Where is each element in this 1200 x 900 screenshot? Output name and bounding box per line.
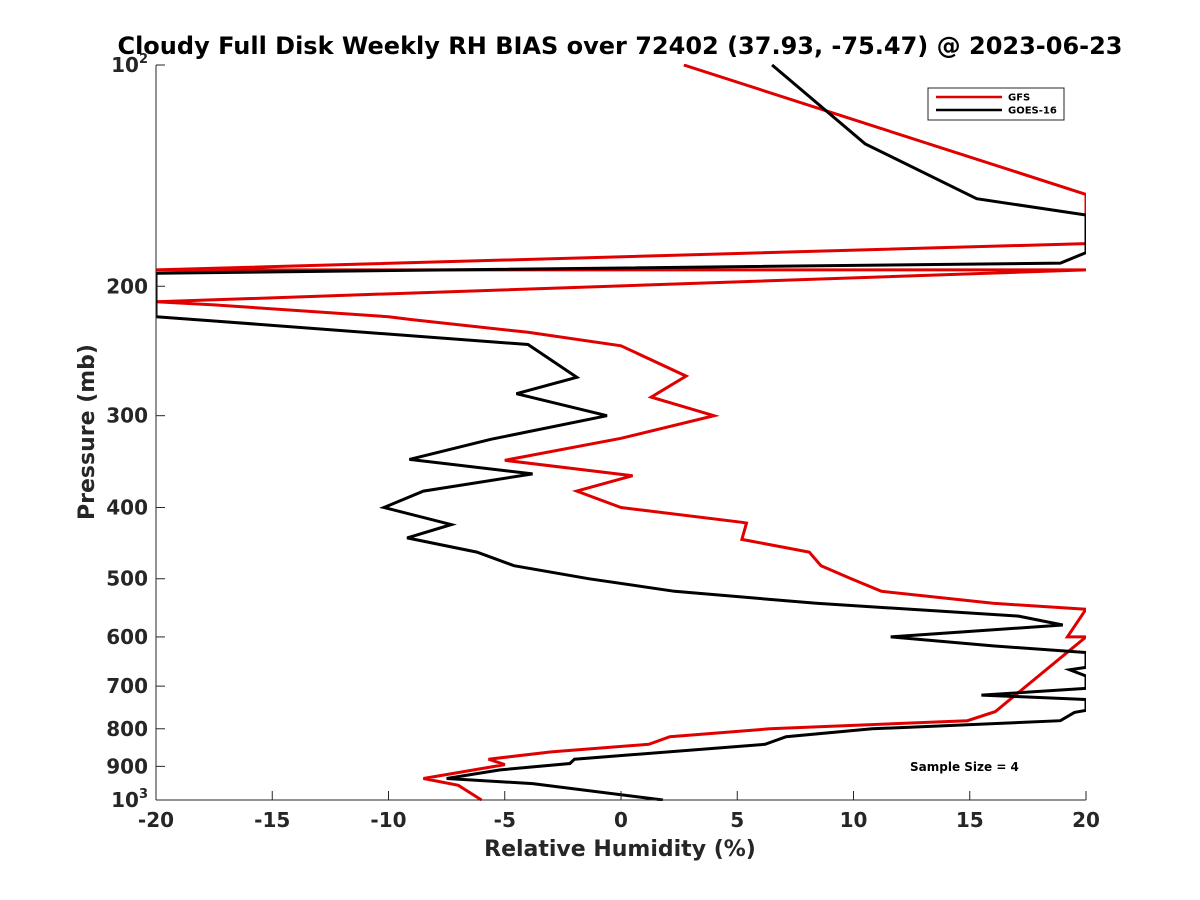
y-axis-label: Pressure (mb) — [75, 344, 100, 520]
x-tick-label: 10 — [840, 808, 868, 832]
y-tick-label: 600 — [106, 625, 148, 649]
x-axis-label: Relative Humidity (%) — [484, 837, 756, 862]
y-tick-label: 200 — [106, 274, 148, 298]
y-tick-label: 700 — [106, 674, 148, 698]
chart-title: Cloudy Full Disk Weekly RH BIAS over 724… — [117, 32, 1122, 60]
y-tick-label: 900 — [106, 754, 148, 778]
y-tick-label: 800 — [106, 717, 148, 741]
x-tick-label: 20 — [1072, 808, 1100, 832]
x-tick-label: 5 — [730, 808, 744, 832]
x-axis-ticks: -20 -15 -10 -5 0 5 10 15 20 — [138, 791, 1100, 832]
legend-box — [927, 87, 1065, 121]
plot-lines — [156, 64, 1086, 801]
y-tick-label: 102 — [111, 52, 148, 77]
legend: GFS GOES-16 — [927, 87, 1065, 121]
y-tick-label: 300 — [106, 404, 148, 428]
y-tick-label: 500 — [106, 567, 148, 591]
series-line-1 — [156, 64, 1086, 801]
x-tick-label: 15 — [956, 808, 984, 832]
x-tick-label: 0 — [614, 808, 628, 832]
x-tick-label: -15 — [254, 808, 290, 832]
legend-label-0: GFS — [1008, 93, 1030, 104]
sample-size-annotation: Sample Size = 4 — [910, 760, 1019, 774]
series-line-0 — [156, 64, 1086, 801]
legend-label-1: GOES-16 — [1008, 106, 1057, 117]
y-tick-label: 103 — [111, 787, 148, 812]
y-tick-label: 400 — [106, 496, 148, 520]
x-tick-label: -20 — [138, 808, 174, 832]
x-tick-label: -10 — [370, 808, 406, 832]
x-tick-label: -5 — [494, 808, 516, 832]
y-axis-ticks: 102 200 300 400 500 600 700 800 900 103 — [106, 52, 165, 812]
